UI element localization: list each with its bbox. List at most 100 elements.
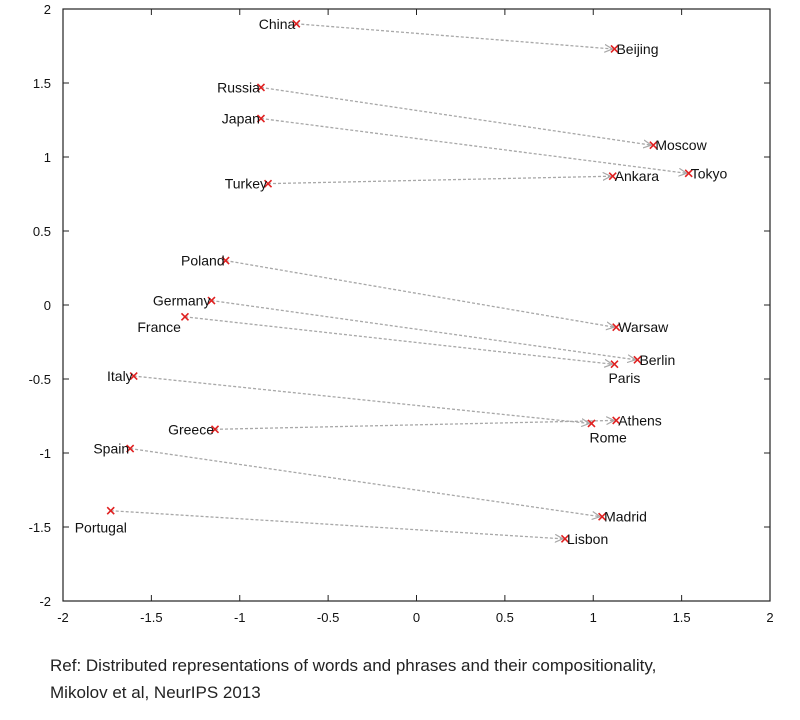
arrow-japan-to-tokyo (260, 117, 687, 174)
marker-warsaw (612, 323, 621, 332)
y-tick-label: 1.5 (33, 76, 51, 91)
marker-stroke (612, 323, 621, 332)
arrow-russia-to-moscow (260, 86, 651, 145)
marker-russia (256, 83, 266, 92)
marker-portugal (106, 506, 115, 515)
y-tick-label: -0.5 (29, 372, 51, 387)
x-tick-label: 1.5 (673, 610, 691, 625)
x-tick-label: 2 (766, 610, 773, 625)
marker-stroke (129, 371, 138, 381)
y-tick-label: 1 (44, 150, 51, 165)
marker-paris (610, 360, 619, 369)
label-berlin: Berlin (639, 352, 675, 368)
label-portugal: Portugal (75, 520, 127, 536)
x-tick-label: 0.5 (496, 610, 514, 625)
marker-rome (587, 419, 596, 428)
label-madrid: Madrid (604, 509, 647, 525)
y-tick-label: -1.5 (29, 520, 51, 535)
arrow-china-to-beijing (296, 23, 612, 49)
label-spain: Spain (93, 441, 129, 457)
label-tokyo: Tokyo (691, 165, 728, 181)
x-tick-label: 0 (413, 610, 420, 625)
marker-china (292, 19, 301, 28)
label-warsaw: Warsaw (618, 319, 669, 335)
label-greece: Greece (168, 421, 214, 437)
x-tick-label: 1 (590, 610, 597, 625)
marker-stroke (560, 534, 570, 543)
marker-italy (129, 371, 138, 381)
y-tick-label: 0 (44, 298, 51, 313)
marker-tokyo (684, 169, 693, 178)
caption-line-2: Mikolov et al, NeurIPS 2013 (50, 683, 261, 702)
label-athens: Athens (618, 412, 662, 428)
y-tick-label: -1 (39, 446, 51, 461)
y-tick-label: 2 (44, 2, 51, 17)
label-rome: Rome (589, 429, 627, 445)
marker-stroke (256, 114, 266, 123)
marker-stroke (598, 512, 607, 521)
y-tick-label: -2 (39, 594, 51, 609)
label-beijing: Beijing (616, 41, 658, 57)
label-russia: Russia (217, 79, 260, 95)
marker-stroke (612, 416, 621, 425)
marker-stroke (126, 444, 135, 453)
label-paris: Paris (608, 370, 640, 386)
axis-ticks: -2 -1.5 -1 -0.5 0 0.5 1 1.5 2 2 1.5 1 0.5 0 -0.5 -1 -1.5… (29, 2, 774, 625)
label-turkey: Turkey (225, 176, 267, 192)
label-japan: Japan (222, 111, 260, 127)
marker-ankara (608, 172, 617, 181)
marker-athens (612, 416, 621, 425)
marker-stroke (649, 141, 658, 150)
label-germany: Germany (153, 293, 211, 309)
marker-beijing (610, 44, 619, 54)
x-tick-label: -1 (234, 610, 246, 625)
arrow-france-to-paris (184, 316, 613, 364)
label-italy: Italy (107, 368, 133, 384)
label-france: France (137, 319, 181, 335)
marker-stroke (106, 506, 115, 515)
marker-japan (256, 114, 266, 123)
marker-stroke (610, 360, 619, 369)
label-layer: China Beijing Russia Moscow Japan Tokyo Turkey… (75, 16, 728, 547)
arrow-italy-to-rome (133, 375, 590, 423)
label-moscow: Moscow (655, 137, 707, 153)
marker-germany (207, 296, 216, 305)
marker-stroke (256, 83, 266, 92)
arrow-spain-to-madrid (130, 447, 600, 517)
label-ankara: Ankara (615, 168, 660, 184)
marker-stroke (633, 355, 642, 364)
x-tick-label: -1.5 (140, 610, 162, 625)
marker-stroke (610, 44, 619, 54)
x-tick-label: -0.5 (317, 610, 339, 625)
marker-stroke (210, 425, 220, 434)
scatter-plot-figure: -2 -1.5 -1 -0.5 0 0.5 1 1.5 2 2 1.5 1 0.5 0 -0.5 -1 -1.5… (29, 2, 774, 625)
caption-line-1: Ref: Distributed representations of word… (50, 656, 657, 675)
reference-caption: Ref: Distributed representations of word… (50, 652, 770, 706)
marker-france (180, 312, 190, 321)
arrow-greece-to-athens (214, 420, 614, 430)
marker-moscow (649, 141, 658, 150)
marker-madrid (598, 512, 607, 521)
marker-stroke (263, 179, 273, 188)
label-poland: Poland (181, 253, 225, 269)
arrow-portugal-to-lisbon (110, 510, 563, 539)
marker-lisbon (560, 534, 570, 543)
x-tick-label: -2 (57, 610, 69, 625)
marker-stroke (292, 19, 301, 28)
marker-poland (221, 256, 230, 265)
marker-layer (106, 19, 693, 543)
marker-stroke (207, 296, 216, 305)
arrow-poland-to-warsaw (225, 259, 615, 328)
arrow-layer (110, 23, 687, 539)
marker-stroke (180, 312, 190, 321)
marker-stroke (608, 172, 617, 181)
label-china: China (259, 16, 296, 32)
plot-area-frame (62, 8, 771, 602)
y-tick-label: 0.5 (33, 224, 51, 239)
marker-turkey (263, 179, 273, 188)
marker-greece (210, 425, 220, 434)
marker-spain (126, 444, 135, 453)
marker-stroke (587, 419, 596, 428)
label-lisbon: Lisbon (567, 531, 608, 547)
marker-stroke (221, 256, 230, 265)
